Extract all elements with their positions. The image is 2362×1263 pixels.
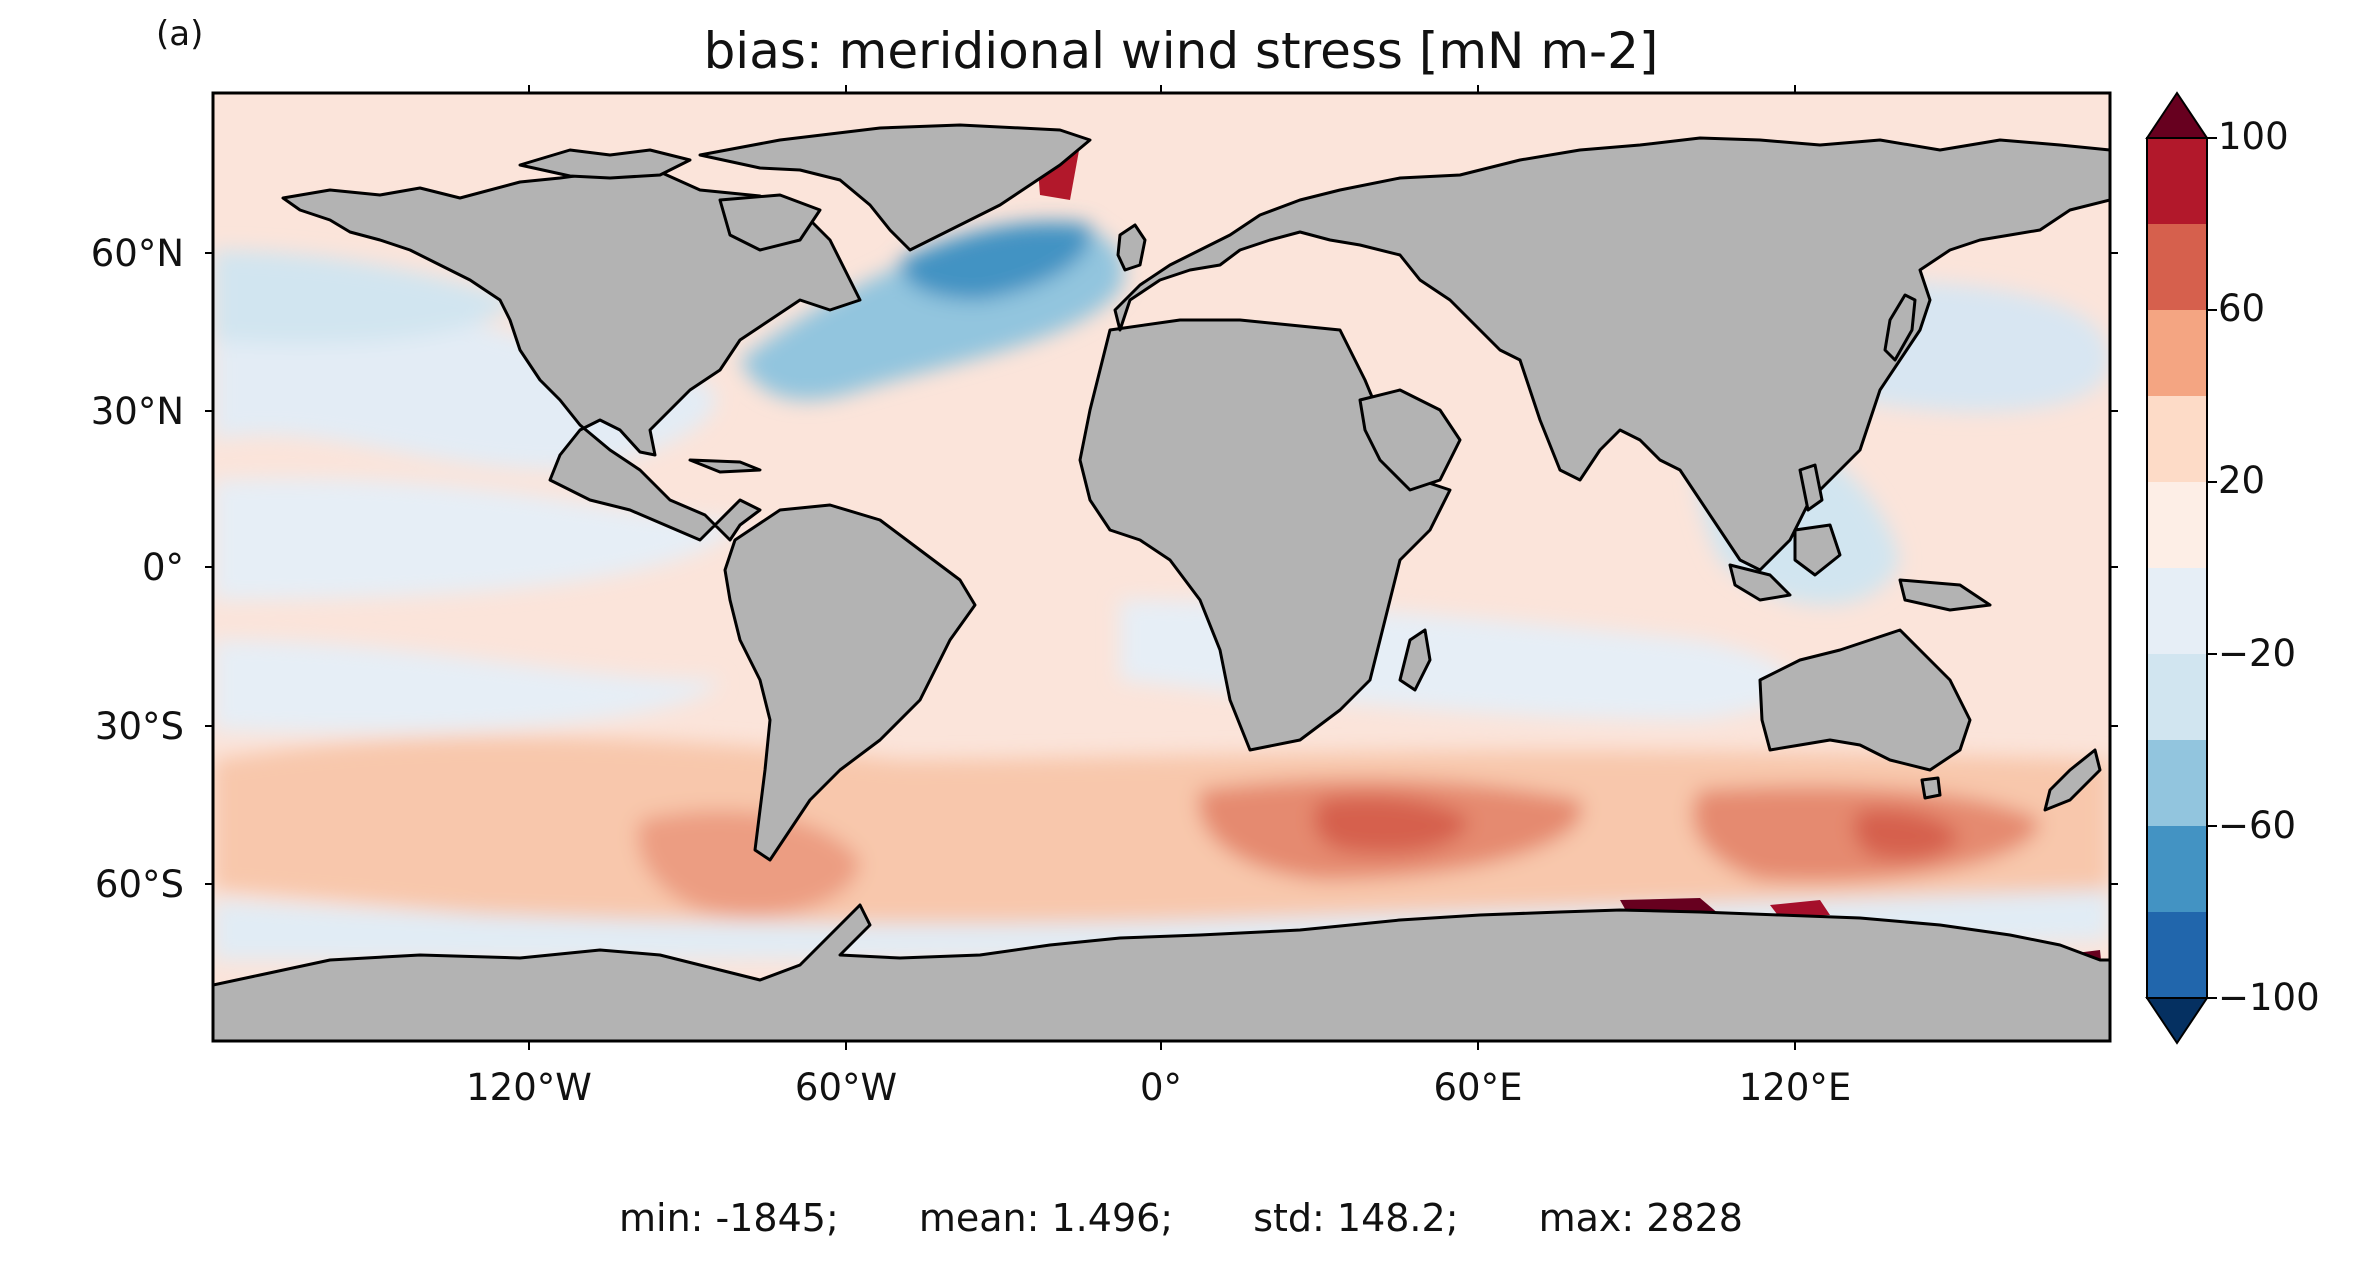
panel-label: (a) <box>156 14 204 54</box>
colorbar-bin <box>2147 482 2207 569</box>
ocean-drake-pos <box>637 810 860 917</box>
lon-label-60e: 60°E <box>1433 1066 1523 1109</box>
lon-label-0: 0° <box>1139 1066 1183 1109</box>
colorbar-extend-max <box>2145 91 2209 139</box>
land-south-america <box>723 503 977 862</box>
stats-min: min: -1845; <box>619 1196 839 1240</box>
colorbar-label-neg100: −100 <box>2218 976 2320 1019</box>
land-eurasia <box>1113 136 2110 572</box>
colorbar <box>2145 91 2217 1045</box>
lon-label-60w: 60°W <box>794 1066 898 1109</box>
colorbar-bin <box>2147 740 2207 827</box>
colorbar-label-100: 100 <box>2218 115 2289 158</box>
colorbar-frame <box>2146 137 2208 999</box>
colorbar-label-60: 60 <box>2218 287 2266 330</box>
land-borneo <box>1793 523 1842 577</box>
ocean-antarctic-patch-3 <box>1770 900 1830 918</box>
land-sumatra-borneo <box>1728 563 1792 602</box>
lat-label-60s: 60°S <box>94 863 184 906</box>
land-arabia <box>1358 388 1462 492</box>
lat-label-60n: 60°N <box>90 232 184 275</box>
land-greenland <box>698 123 1092 252</box>
land-africa <box>1078 318 1452 752</box>
landmasses <box>213 123 2110 1041</box>
lon-label-120w: 120°W <box>466 1066 592 1109</box>
colorbar-label-neg20: −20 <box>2218 632 2297 675</box>
ocean-indian-core-pos <box>1314 796 1470 854</box>
colorbar-bin <box>2147 826 2207 913</box>
ocean-north-pacific-neg <box>213 250 520 344</box>
ocean-band-pacific-sub <box>213 478 740 600</box>
colorbar-extend-min <box>2145 997 2209 1045</box>
lat-label-30n: 30°N <box>90 390 184 433</box>
land-tasmania <box>1920 776 1942 800</box>
colorbar-bin <box>2147 310 2207 397</box>
land-antarctica <box>213 903 2110 1041</box>
land-baffin <box>718 193 822 252</box>
ocean-north-atlantic-core <box>900 221 1092 300</box>
colorbar-bin <box>2147 224 2207 311</box>
land-caribbean <box>688 458 762 474</box>
ocean-aus-core-pos <box>1853 808 1960 860</box>
lon-ticks <box>528 85 1796 1050</box>
colorbar-bin <box>2147 568 2207 655</box>
land-new-zealand <box>2043 748 2102 812</box>
land-australia <box>1758 628 1972 772</box>
colorbar-bin <box>2147 138 2207 225</box>
land-japan <box>1883 293 1917 362</box>
colorbar-bin <box>2147 396 2207 483</box>
colorbar-label-20: 20 <box>2218 459 2266 502</box>
lat-label-30s: 30°S <box>94 705 184 748</box>
lat-label-0: 0° <box>141 546 184 589</box>
colorbar-bin <box>2147 654 2207 741</box>
stats-std: std: 148.2; <box>1253 1196 1459 1240</box>
land-philippines <box>1798 463 1824 512</box>
land-madagascar <box>1398 628 1432 692</box>
land-new-guinea <box>1898 578 1992 612</box>
lat-ticks <box>205 252 2118 885</box>
lon-label-120e: 120°E <box>1738 1066 1852 1109</box>
stats-mean: mean: 1.496; <box>918 1196 1174 1240</box>
land-north-america <box>281 168 862 542</box>
land-arctic-islands <box>518 148 692 180</box>
stats-line: min: -1845; mean: 1.496; std: 148.2; max… <box>0 1196 2362 1240</box>
land-british-isles <box>1116 223 1147 272</box>
stats-max: max: 2828 <box>1538 1196 1743 1240</box>
colorbar-bin <box>2147 912 2207 999</box>
ocean-band-tropical-south <box>213 640 720 733</box>
colorbar-label-neg60: −60 <box>2218 804 2297 847</box>
map-title: bias: meridional wind stress [mN m-2] <box>703 22 1659 80</box>
